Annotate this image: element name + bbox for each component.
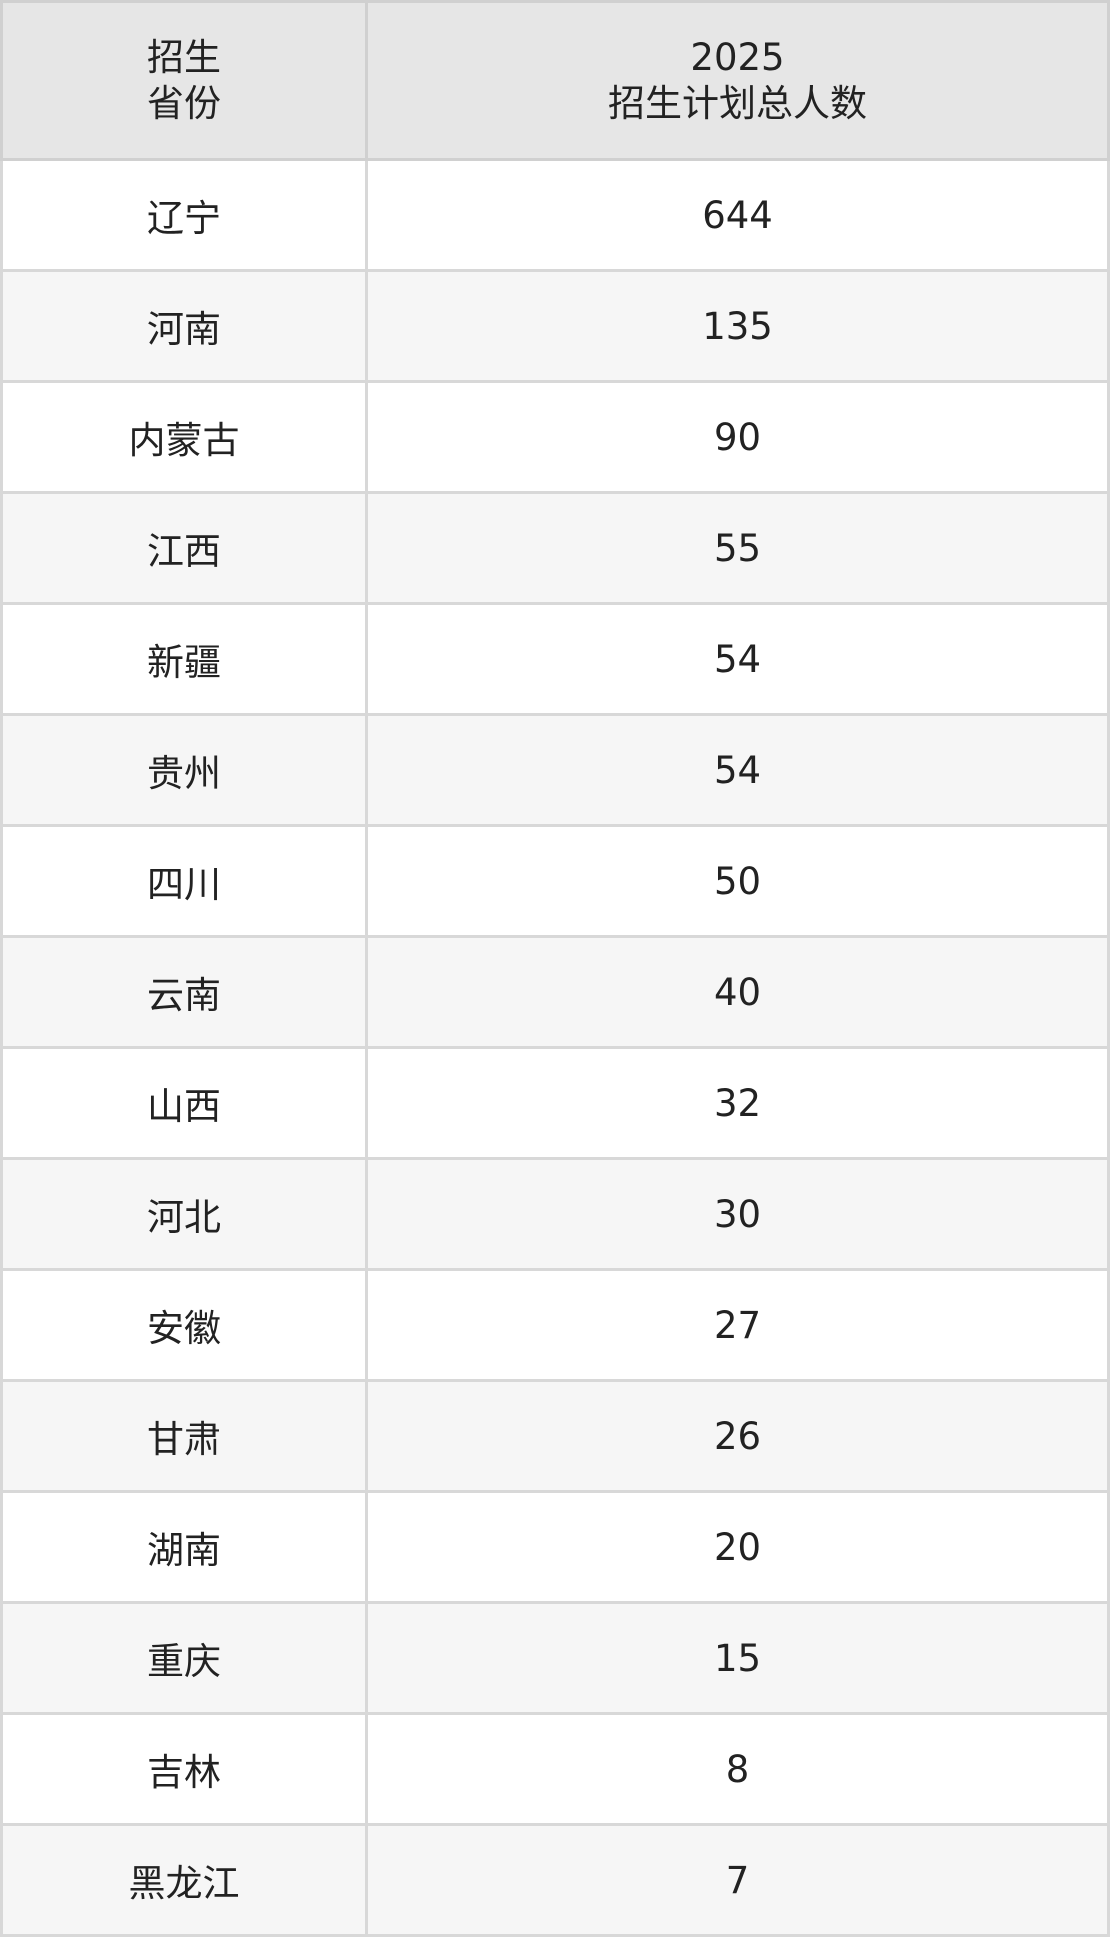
header-province-line2: 省份 — [147, 81, 221, 125]
table-row: 江西 55 — [0, 491, 1110, 605]
table-row: 山西 32 — [0, 1046, 1110, 1160]
table-row: 云南 40 — [0, 935, 1110, 1049]
province-cell: 河北 — [0, 1157, 368, 1271]
total-cell: 40 — [365, 935, 1110, 1049]
table-row: 甘肃 26 — [0, 1379, 1110, 1493]
province-cell: 江西 — [0, 491, 368, 605]
table-row: 新疆 54 — [0, 602, 1110, 716]
province-cell: 湖南 — [0, 1490, 368, 1604]
table-row: 河南 135 — [0, 269, 1110, 383]
header-total-line2: 招生计划总人数 — [608, 81, 867, 125]
table-row: 辽宁 644 — [0, 158, 1110, 272]
table-row: 内蒙古 90 — [0, 380, 1110, 494]
province-cell: 云南 — [0, 935, 368, 1049]
province-cell: 四川 — [0, 824, 368, 938]
total-cell: 135 — [365, 269, 1110, 383]
header-total-line1: 2025 — [690, 35, 785, 79]
total-cell: 15 — [365, 1601, 1110, 1715]
table-row: 四川 50 — [0, 824, 1110, 938]
table-body: 辽宁 644 河南 135 内蒙古 90 江西 55 新疆 54 贵州 54 四川 50 云南 40 山西 32 河… — [0, 158, 1110, 1937]
total-cell: 54 — [365, 602, 1110, 716]
total-cell: 26 — [365, 1379, 1110, 1493]
table-row: 湖南 20 — [0, 1490, 1110, 1604]
table-row: 黑龙江 7 — [0, 1823, 1110, 1937]
table-row: 贵州 54 — [0, 713, 1110, 827]
province-cell: 辽宁 — [0, 158, 368, 272]
total-cell: 7 — [365, 1823, 1110, 1937]
province-cell: 吉林 — [0, 1712, 368, 1826]
province-cell: 内蒙古 — [0, 380, 368, 494]
table-row: 重庆 15 — [0, 1601, 1110, 1715]
total-cell: 27 — [365, 1268, 1110, 1382]
province-cell: 贵州 — [0, 713, 368, 827]
province-cell: 安徽 — [0, 1268, 368, 1382]
total-cell: 644 — [365, 158, 1110, 272]
table-header-row: 招生 省份 2025 招生计划总人数 — [0, 0, 1110, 161]
province-cell: 河南 — [0, 269, 368, 383]
table-row: 河北 30 — [0, 1157, 1110, 1271]
header-total: 2025 招生计划总人数 — [365, 0, 1110, 161]
province-cell: 山西 — [0, 1046, 368, 1160]
province-cell: 新疆 — [0, 602, 368, 716]
province-cell: 黑龙江 — [0, 1823, 368, 1937]
total-cell: 8 — [365, 1712, 1110, 1826]
table-row: 安徽 27 — [0, 1268, 1110, 1382]
province-cell: 重庆 — [0, 1601, 368, 1715]
total-cell: 54 — [365, 713, 1110, 827]
total-cell: 55 — [365, 491, 1110, 605]
total-cell: 90 — [365, 380, 1110, 494]
total-cell: 32 — [365, 1046, 1110, 1160]
header-province: 招生 省份 — [0, 0, 368, 161]
total-cell: 30 — [365, 1157, 1110, 1271]
province-cell: 甘肃 — [0, 1379, 368, 1493]
total-cell: 50 — [365, 824, 1110, 938]
total-cell: 20 — [365, 1490, 1110, 1604]
header-province-line1: 招生 — [147, 35, 221, 79]
table-row: 吉林 8 — [0, 1712, 1110, 1826]
